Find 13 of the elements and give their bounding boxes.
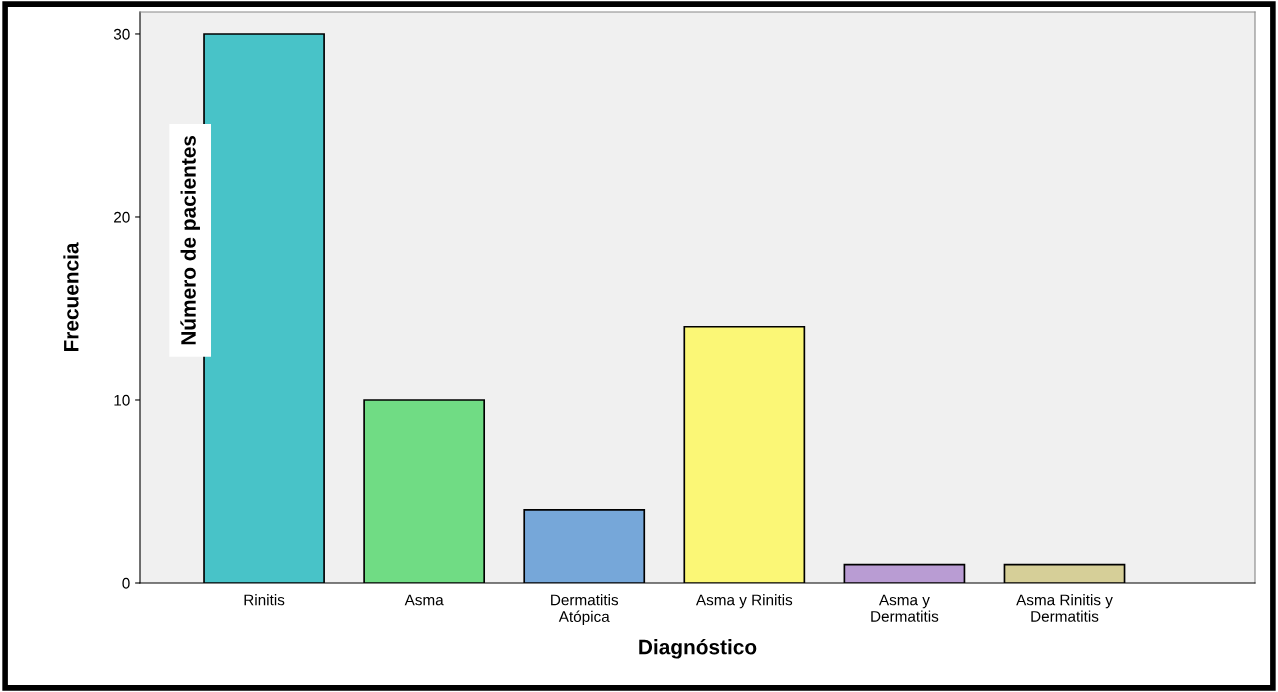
x-tick-label: Asma Rinitis y Dermatitis <box>1016 594 1113 622</box>
y-tick-label: 30 <box>113 28 130 40</box>
y-tick-label: 10 <box>114 394 130 406</box>
y-tick-label: 20 <box>114 211 130 223</box>
x-axis-title: Diagnóstico <box>639 638 757 659</box>
y-axis-title: Frecuencia <box>63 242 79 352</box>
x-tick-label: Asma y Rinitis <box>695 594 793 609</box>
x-tick-label: Rinitis <box>244 594 285 606</box>
x-tick-label: Dermatitis Atópica <box>551 594 619 626</box>
x-tick-label: Asma <box>404 594 444 606</box>
annotation: Número de pacientes <box>180 135 200 345</box>
y-tick-label: 0 <box>122 577 130 589</box>
x-tick-label: Asma y Dermatitis <box>871 594 939 622</box>
